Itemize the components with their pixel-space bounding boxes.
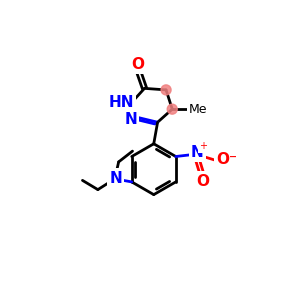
Circle shape <box>167 104 177 114</box>
Text: O: O <box>131 57 144 72</box>
Text: O⁻: O⁻ <box>216 152 237 167</box>
Text: +: + <box>200 142 208 152</box>
Text: N: N <box>124 112 137 128</box>
Text: HN: HN <box>109 95 134 110</box>
Text: O: O <box>196 174 209 189</box>
Text: Me: Me <box>189 103 208 116</box>
Circle shape <box>161 85 171 95</box>
Text: N: N <box>191 145 204 160</box>
Text: N: N <box>109 171 122 186</box>
